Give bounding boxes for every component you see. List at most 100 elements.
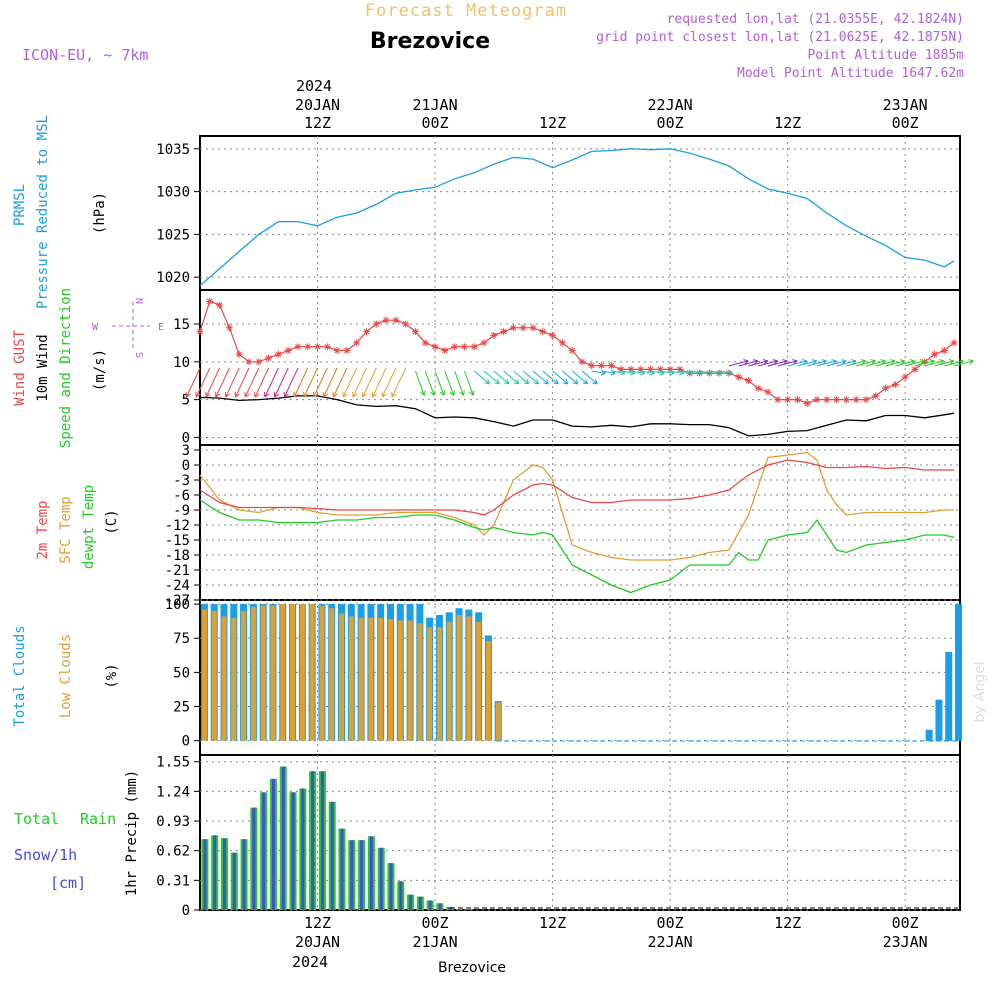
wind-arrow-head [371,391,377,398]
wind-arrow-head [592,379,598,385]
y-tick-label: 10 [173,355,190,371]
wind-arrow-shaft [463,370,474,396]
gust-point-marker [421,339,429,347]
gust-point-marker [901,373,909,381]
gust-point-marker [490,331,498,339]
snow-bar [369,836,373,910]
low-cloud-bar [476,621,482,741]
snow-bar [301,788,305,910]
gust-point-marker [911,365,919,373]
wind-arrow-shaft [483,370,500,385]
y-tick-label: -27 [165,593,190,609]
total-cloud-bar [925,729,933,741]
2m-temp-series-line [199,459,955,516]
snow-bar [418,896,422,910]
gust-point-marker [353,339,361,347]
wind-arrow-shaft [562,370,579,385]
wind-arrow-shaft [274,367,289,398]
wind-arrow-shaft [748,360,768,367]
wind-arrow-head [841,359,847,365]
precip-unit: 1hr Precip (mm) [124,770,140,896]
low-cloud-bar [221,616,227,741]
wind-arrow-head [772,359,778,365]
top-hour-label: 00Z [422,114,449,132]
snow-bar [379,847,383,910]
gust-point-marker [402,320,410,328]
requested-coords: requested lon,lat (21.0355E, 42.1824N) [667,12,964,27]
wind-arrow-shaft [875,360,896,367]
low-cloud-bar [231,617,237,741]
wind-arrow-head [391,391,397,398]
pressure-panel-frame [199,135,961,291]
wind-arrow-shaft [493,370,510,385]
top-year: 2024 [296,77,332,95]
compass-s: S [133,352,144,358]
wind-arrow-head [562,379,569,385]
wind-arrow-shaft [293,367,309,398]
gust-markers [196,297,958,407]
y-tick-label: 1025 [156,227,190,243]
y-tick-label: 0 [182,734,190,750]
snow-bar [428,900,432,910]
gust-point-marker [314,343,322,351]
low-cloud-bar [260,605,266,741]
low-cloud-bar [495,702,501,741]
gust-point-marker [343,346,351,354]
bottom-date-label: 23JAN [883,933,928,951]
gust-series-line [199,300,955,405]
top-hour-label: 12Z [539,114,566,132]
snow-bar [232,852,236,910]
wind-arrow-head [743,359,749,365]
wind-arrow-shaft [807,360,827,367]
sfc-temp-series-line [199,451,955,561]
snow-bar [252,807,256,910]
wind-arrow-shaft [372,367,387,398]
y-tick-label: 1035 [156,142,190,158]
wind-arrow-shaft [332,367,348,398]
y-tick-label: 0.31 [156,873,190,889]
wind-arrow-shaft [313,367,328,398]
gust-point-marker [803,399,811,407]
wind-arrow-head [312,391,319,398]
low-cloud-bar [348,616,354,741]
wind-arrow-shaft [944,360,964,367]
low-cloud-bar [397,620,403,741]
wind-arrow-head [811,359,818,365]
low-cloud-bar [358,617,364,741]
snow-bar [271,778,275,910]
bottom-date-label: 21JAN [412,933,457,951]
wind-arrow-head [543,379,549,385]
wind-arrow-head [831,359,837,365]
wind-arrow-head [880,359,886,365]
low-cloud-bar [417,623,423,741]
snow-bar [291,792,295,910]
y-tick-label: 0.62 [156,844,190,860]
y-tick-label: -21 [165,563,190,579]
wind-arrow-shaft [434,370,445,396]
wind-arrow-shaft [914,360,935,367]
y-tick-label: 1020 [156,270,190,286]
wind-arrow-shaft [542,370,559,385]
gust-point-marker [362,328,370,336]
wind-label-gust: Wind GUST [12,330,28,406]
snow-bar [458,909,462,910]
wind-arrow-head [533,379,539,385]
low-cloud-bar [378,617,384,741]
pressure-unit: (hPa) [92,192,108,234]
wind-arrow-head [504,379,510,385]
wind-arrow-shaft [767,360,788,367]
app-title: Forecast Meteogram [365,1,567,21]
wind-arrow-head [860,359,867,365]
gust-point-marker [744,377,752,385]
wind-arrow-shaft [532,370,549,385]
wind-arrow-shaft [865,360,886,367]
snow-bar [222,838,226,910]
snow-bar [203,839,207,910]
bottom-year: 2024 [292,953,328,971]
snow-bar [467,909,471,910]
wind-arrow-shaft [522,370,539,385]
snow-bar [330,801,334,910]
y-tick-label: 25 [173,700,190,716]
low-cloud-bar [387,619,393,741]
gust-point-marker [764,388,772,396]
